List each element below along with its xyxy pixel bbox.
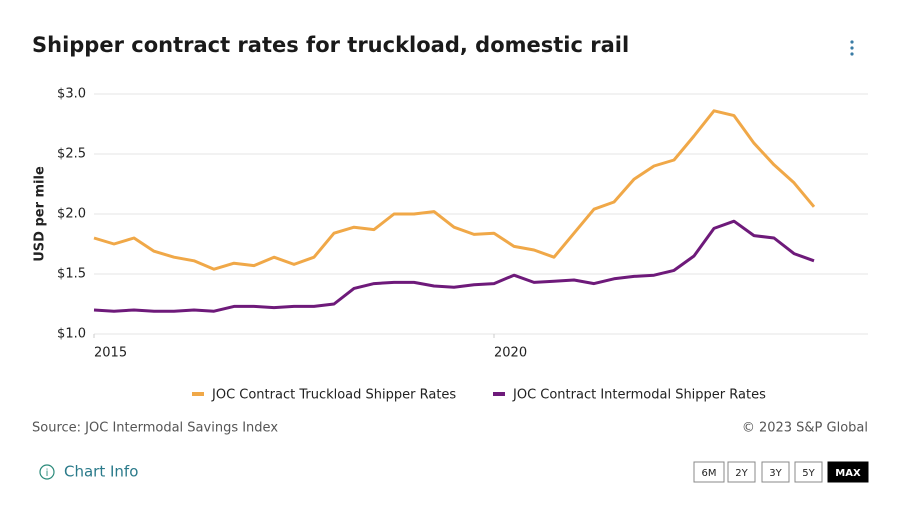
range-button[interactable]: [827, 461, 869, 483]
source: Source: JOC Intermodal Savings Index: [32, 421, 278, 436]
range-button-label: 3Y: [769, 468, 782, 479]
legend-swatch: [192, 392, 204, 396]
range-button-label: 2Y: [735, 468, 748, 479]
range-button-label: 6M: [702, 468, 717, 479]
menu-icon[interactable]: [850, 40, 854, 56]
range-button[interactable]: [727, 461, 756, 483]
y-tick-label: $2.5: [57, 147, 86, 162]
copyright: © 2023 S&P Global: [742, 421, 868, 436]
y-tick-label: $1.5: [57, 267, 86, 282]
range-button-label: MAX: [835, 468, 861, 479]
range-button[interactable]: [693, 461, 725, 483]
legend-label: JOC Contract Truckload Shipper Rates: [211, 388, 456, 403]
line-series: [93, 109, 816, 271]
legend-label: JOC Contract Intermodal Shipper Rates: [512, 388, 766, 403]
y-tick-label: $1.0: [57, 327, 86, 342]
y-tick-label: $2.0: [57, 207, 86, 222]
chart-info-label: Chart Info: [64, 463, 138, 481]
range-button[interactable]: [794, 461, 823, 483]
range-button-label: 5Y: [802, 468, 815, 479]
x-tick-label: 2020: [494, 346, 527, 361]
y-tick-label: $3.0: [57, 87, 86, 102]
chart-info[interactable]: i Chart Info: [39, 463, 138, 481]
legend-swatch: [493, 392, 505, 396]
range-button[interactable]: [761, 461, 790, 483]
y-axis-label: USD per mile: [33, 166, 48, 262]
line-series: [93, 219, 815, 313]
x-tick-label: 2015: [94, 346, 127, 361]
chart-title: Shipper contract rates for truckload, do…: [32, 33, 629, 57]
svg-text:i: i: [46, 468, 49, 479]
